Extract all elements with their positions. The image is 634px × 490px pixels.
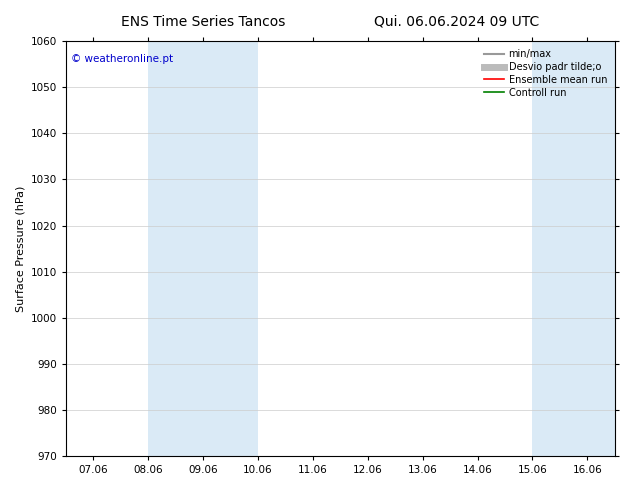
Y-axis label: Surface Pressure (hPa): Surface Pressure (hPa) (15, 185, 25, 312)
Legend: min/max, Desvio padr tilde;o, Ensemble mean run, Controll run: min/max, Desvio padr tilde;o, Ensemble m… (481, 45, 611, 101)
Text: ENS Time Series Tancos: ENS Time Series Tancos (120, 15, 285, 29)
Text: © weatheronline.pt: © weatheronline.pt (71, 54, 174, 64)
Bar (533, 41, 615, 456)
Text: Qui. 06.06.2024 09 UTC: Qui. 06.06.2024 09 UTC (374, 15, 539, 29)
Bar (148, 41, 258, 456)
